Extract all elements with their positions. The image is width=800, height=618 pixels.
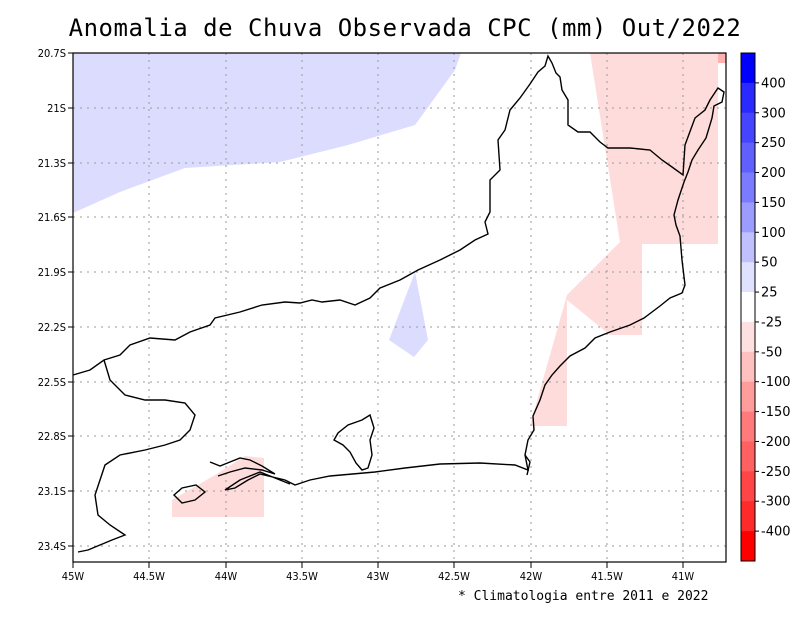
colorbar-label: 25 <box>761 286 778 301</box>
state-boundaries <box>72 54 725 553</box>
y-tick-label: 21S <box>47 102 66 115</box>
colorbar-swatch <box>741 142 755 174</box>
colorbar-swatch <box>741 82 755 114</box>
colorbar-swatch <box>741 441 755 472</box>
colorbar-label: 50 <box>761 256 778 271</box>
rio-de-janeiro-border <box>72 54 725 491</box>
colorbar-label: -50 <box>761 345 782 360</box>
y-tick-label: 21.6S <box>38 211 66 224</box>
colorbar-swatch <box>741 471 755 502</box>
y-tick-label: 21.9S <box>38 266 66 279</box>
x-axis <box>72 562 684 568</box>
x-tick-label: 42W <box>520 570 543 583</box>
colorbar-labels: 400 300 250 200 150 100 50 25 -25 -50 -100 -150 -200… <box>761 76 791 539</box>
colorbar-label: -150 <box>761 405 791 420</box>
colorbar-swatch <box>741 262 755 293</box>
x-tick-label: 41.5W <box>591 570 623 583</box>
bay-contour <box>209 457 276 477</box>
negative-anomaly-coast-top <box>718 53 726 63</box>
y-tick-label: 20.7S <box>38 47 66 60</box>
colorbar <box>740 52 759 562</box>
map-title: Anomalia de Chuva Observada CPC (mm) Out… <box>68 14 742 42</box>
island-contour-west <box>172 484 207 504</box>
x-tick-label: 44W <box>215 570 238 583</box>
anomaly-shading <box>73 53 726 517</box>
coastal-segment <box>524 454 531 476</box>
colorbar-swatch <box>741 531 755 562</box>
colorbar-label: -250 <box>761 465 791 480</box>
colorbar-swatch <box>741 351 755 383</box>
colorbar-label: 300 <box>761 106 786 121</box>
colorbar-label: -300 <box>761 495 791 510</box>
positive-anomaly-northwest <box>73 53 461 213</box>
x-tick-label: 43.5W <box>286 570 318 583</box>
colorbar-label: 150 <box>761 196 786 211</box>
x-tick-label: 42.5W <box>438 570 470 583</box>
y-tick-label: 23.1S <box>38 485 66 498</box>
y-tick-label: 21.3S <box>38 157 66 170</box>
colorbar-label: 200 <box>761 166 786 181</box>
y-tick-label: 22.8S <box>38 430 66 443</box>
colorbar-label: -25 <box>761 315 782 330</box>
colorbar-swatch <box>741 292 755 323</box>
positive-anomaly-central <box>389 272 428 357</box>
minas-gerais-border <box>77 359 196 553</box>
colorbar-label: 100 <box>761 226 786 241</box>
colorbar-swatch <box>741 112 755 144</box>
x-tick-label: 44.5W <box>133 570 165 583</box>
colorbar-swatch <box>741 53 755 84</box>
colorbar-swatch <box>741 381 755 413</box>
colorbar-label: 400 <box>761 76 786 91</box>
colorbar-swatch <box>741 411 755 442</box>
y-tick-label: 22.5S <box>38 376 66 389</box>
x-tick-label: 41W <box>672 570 695 583</box>
map-frame <box>72 52 727 563</box>
y-tick-label: 23.4S <box>38 540 66 553</box>
colorbar-label: -400 <box>761 525 791 540</box>
colorbar-swatch <box>741 232 755 263</box>
colorbar-swatch <box>741 501 755 532</box>
y-tick-label: 22.2S <box>38 321 66 334</box>
x-tick-label: 43W <box>367 570 390 583</box>
map-gridlines <box>73 53 726 562</box>
colorbar-label: 250 <box>761 136 786 151</box>
colorbar-swatch <box>741 321 755 353</box>
negative-anomaly-southwest <box>172 456 264 517</box>
colorbar-swatch <box>741 172 755 203</box>
colorbar-frame <box>740 52 756 562</box>
island-contour-east <box>333 413 375 471</box>
colorbar-label: -200 <box>761 435 791 450</box>
y-axis <box>68 52 73 547</box>
negative-anomaly-east <box>530 53 718 426</box>
climatology-footnote: * Climatologia entre 2011 e 2022 <box>458 589 709 604</box>
colorbar-label: -100 <box>761 375 791 390</box>
x-tick-label: 45W <box>62 570 85 583</box>
colorbar-swatch <box>741 202 755 233</box>
